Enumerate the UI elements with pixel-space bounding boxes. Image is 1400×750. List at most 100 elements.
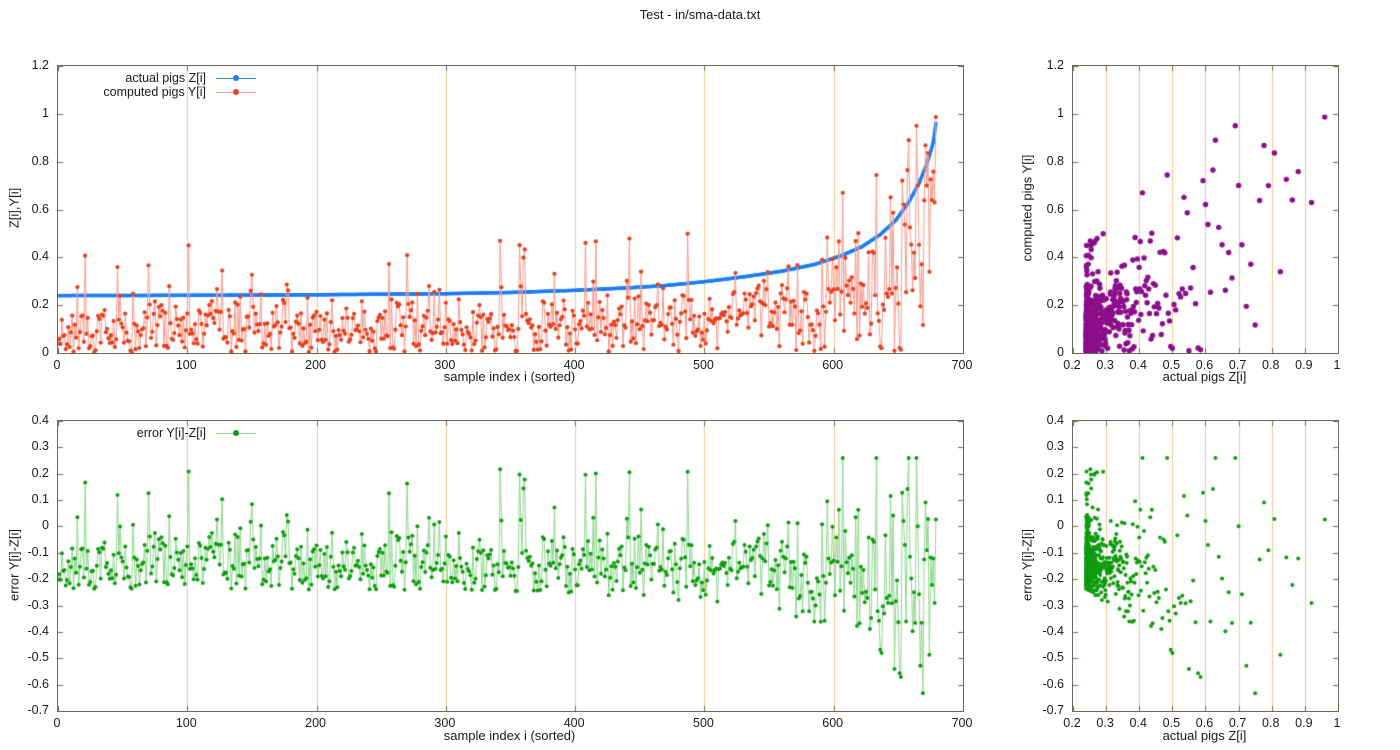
y-tick-label: -0.2 (1042, 571, 1064, 586)
y-tick-label: -0.3 (27, 597, 49, 612)
ylabel-zy: Z[i],Y[i] (6, 187, 22, 229)
y-tick-label: 0.4 (31, 413, 49, 427)
panel-zy-vs-index: actual pigs Z[i] computed pigs Y[i] (57, 65, 964, 354)
x-tick-label: 0.2 (1063, 358, 1081, 372)
xlabel-sample-index-top: sample index i (sorted) (443, 369, 576, 384)
x-tick-label: 0.3 (1096, 358, 1114, 372)
ylabel-error-left: error Y[i]-Z[i] (6, 529, 22, 601)
y-tick-label: 1 (1057, 105, 1064, 120)
x-tick-label: 400 (563, 358, 585, 372)
y-tick-label: -0.1 (1042, 544, 1064, 559)
y-tick-label: 1.2 (31, 58, 49, 72)
y-vs-z-canvas (1073, 66, 1338, 353)
panel-error-vs-index: error Y[i]-Z[i] (57, 420, 964, 712)
y-tick-label: 0.1 (31, 492, 49, 507)
x-tick-label: 500 (692, 716, 714, 730)
legend-dot-icon (233, 430, 239, 436)
y-tick-label: -0.1 (27, 544, 49, 559)
legend-sample-computed (216, 87, 256, 97)
y-tick-label: 0.4 (31, 249, 49, 264)
x-tick-label: 500 (692, 358, 714, 372)
x-tick-label: 0.4 (1129, 358, 1147, 372)
y-tick-label: 1.2 (1046, 58, 1064, 72)
x-tick-label: 0.4 (1129, 716, 1147, 730)
x-tick-label: 200 (305, 358, 326, 372)
x-tick-label: 100 (175, 358, 197, 372)
x-tick-label: 0.8 (1262, 716, 1280, 730)
ylabel-error-right: error Y[i]-Z[i] (1019, 529, 1035, 601)
x-tick-label: 0.2 (1063, 716, 1081, 730)
x-tick-label: 600 (822, 358, 844, 372)
legend-entry-error: error Y[i]-Z[i] (58, 426, 256, 440)
xlabel-sample-index-bottom: sample index i (sorted) (443, 728, 576, 743)
x-tick-label: 300 (434, 716, 456, 730)
y-tick-label: -0.2 (27, 571, 49, 586)
legend-label-error: error Y[i]-Z[i] (136, 426, 206, 440)
y-tick-label: 0.8 (1046, 153, 1064, 168)
x-tick-label: 400 (563, 716, 585, 730)
x-tick-label: 0.5 (1162, 358, 1181, 372)
y-tick-label: 0.4 (1046, 249, 1064, 264)
x-tick-label: 0.6 (1195, 716, 1214, 730)
y-tick-label: 0 (1057, 345, 1064, 359)
legend-dot-icon (233, 75, 239, 81)
x-tick-label: 600 (822, 716, 844, 730)
legend-sample-error (216, 428, 256, 438)
error-vs-z-canvas (1073, 421, 1338, 711)
figure-title: Test - in/sma-data.txt (639, 7, 761, 22)
x-tick-label: 1 (1333, 716, 1341, 730)
y-tick-label: 0.2 (1046, 297, 1064, 312)
x-tick-label: 0 (53, 358, 61, 372)
x-tick-label: 0.7 (1228, 358, 1247, 372)
legend-error: error Y[i]-Z[i] (58, 426, 256, 440)
y-tick-label: -0.3 (1042, 597, 1064, 612)
x-tick-label: 0.8 (1262, 358, 1280, 372)
x-tick-label: 0.5 (1162, 716, 1181, 730)
y-tick-label: 0 (42, 518, 49, 533)
legend-zy: actual pigs Z[i] computed pigs Y[i] (58, 71, 256, 99)
legend-entry-computed: computed pigs Y[i] (58, 85, 256, 99)
x-tick-label: 0.6 (1195, 358, 1214, 372)
x-tick-label: 1 (1333, 358, 1341, 372)
x-tick-label: 300 (434, 358, 456, 372)
legend-sample-actual (216, 73, 256, 83)
y-tick-label: -0.5 (1042, 650, 1064, 665)
y-tick-label: 0 (1057, 518, 1064, 533)
y-tick-label: -0.4 (27, 623, 49, 638)
panel-y-vs-z (1072, 65, 1339, 354)
x-tick-label: 0.3 (1096, 716, 1114, 730)
legend-label-computed: computed pigs Y[i] (103, 85, 206, 99)
x-tick-label: 700 (951, 358, 973, 372)
y-tick-label: 1 (42, 105, 49, 120)
x-tick-label: 700 (951, 716, 973, 730)
x-tick-label: 0 (53, 716, 61, 730)
x-tick-label: 0.9 (1295, 358, 1313, 372)
y-tick-label: 0.4 (1046, 413, 1064, 427)
y-tick-label: 0.3 (1046, 439, 1064, 454)
y-tick-label: -0.5 (27, 650, 49, 665)
y-tick-label: -0.7 (1042, 703, 1064, 717)
legend-label-actual: actual pigs Z[i] (125, 71, 206, 85)
y-tick-label: 0.8 (31, 153, 49, 168)
y-tick-label: 0.6 (1046, 201, 1064, 216)
y-tick-label: 0.2 (31, 297, 49, 312)
y-tick-label: 0.2 (31, 465, 49, 480)
xlabel-actual-pigs-bottom: actual pigs Z[i] (1162, 728, 1247, 743)
x-tick-label: 100 (175, 716, 197, 730)
error-vs-index-canvas (58, 421, 963, 711)
y-tick-label: -0.6 (1042, 676, 1064, 691)
x-tick-label: 0.9 (1295, 716, 1313, 730)
legend-dot-icon (233, 89, 239, 95)
y-tick-label: 0.3 (31, 439, 49, 454)
ylabel-computed-pigs: computed pigs Y[i] (1019, 154, 1035, 262)
y-tick-label: 0.2 (1046, 465, 1064, 480)
legend-entry-actual: actual pigs Z[i] (58, 71, 256, 85)
zy-vs-index-canvas (58, 66, 963, 353)
y-tick-label: -0.7 (27, 703, 49, 717)
xlabel-actual-pigs-top: actual pigs Z[i] (1162, 369, 1247, 384)
x-tick-label: 0.7 (1228, 716, 1247, 730)
y-tick-label: 0.1 (1046, 492, 1064, 507)
y-tick-label: 0 (42, 345, 49, 359)
x-tick-label: 200 (305, 716, 326, 730)
